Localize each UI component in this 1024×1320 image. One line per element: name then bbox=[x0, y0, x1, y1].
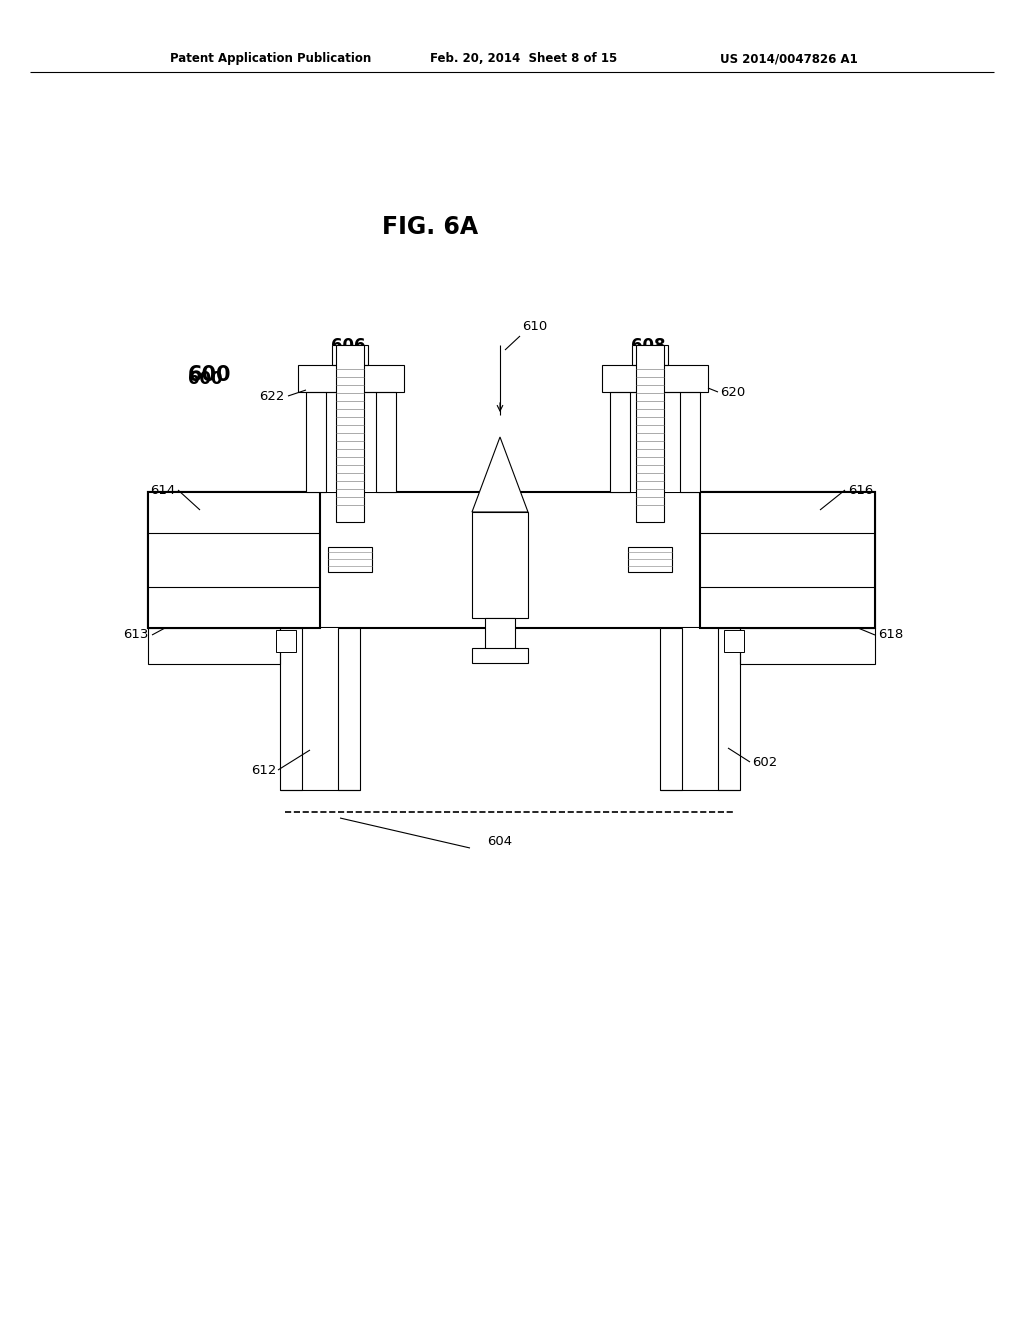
Bar bbox=[660, 628, 682, 789]
Bar bbox=[148, 492, 319, 628]
Polygon shape bbox=[472, 437, 528, 512]
Bar bbox=[718, 628, 740, 789]
Text: 610: 610 bbox=[522, 319, 547, 333]
Bar bbox=[338, 628, 360, 789]
Bar bbox=[148, 492, 319, 628]
Bar bbox=[338, 628, 360, 789]
Bar bbox=[338, 628, 360, 789]
Bar bbox=[326, 392, 376, 492]
Bar bbox=[628, 546, 672, 572]
Bar bbox=[276, 630, 296, 652]
Bar bbox=[472, 648, 528, 663]
Bar bbox=[332, 345, 368, 366]
Bar bbox=[610, 392, 630, 492]
Bar bbox=[602, 366, 708, 392]
Bar bbox=[630, 392, 680, 492]
Text: FIG. 6A: FIG. 6A bbox=[382, 215, 478, 239]
Bar bbox=[298, 366, 404, 392]
Bar bbox=[660, 628, 682, 789]
Bar bbox=[660, 628, 682, 789]
Bar bbox=[306, 392, 326, 492]
Bar bbox=[148, 492, 319, 628]
Bar bbox=[632, 345, 668, 366]
Bar bbox=[280, 628, 302, 789]
Bar bbox=[148, 628, 280, 664]
Text: US 2014/0047826 A1: US 2014/0047826 A1 bbox=[720, 51, 858, 65]
Bar bbox=[376, 392, 396, 492]
Bar bbox=[682, 628, 718, 789]
Bar bbox=[306, 392, 326, 492]
Bar bbox=[700, 492, 874, 628]
Bar bbox=[680, 392, 700, 492]
Bar bbox=[298, 366, 404, 392]
Bar bbox=[740, 628, 874, 664]
Bar bbox=[332, 345, 368, 366]
Bar bbox=[740, 628, 874, 664]
Bar bbox=[636, 345, 664, 521]
Bar bbox=[610, 392, 630, 492]
Bar bbox=[472, 512, 528, 618]
Text: 608: 608 bbox=[631, 337, 666, 355]
Text: 622: 622 bbox=[260, 389, 285, 403]
Bar bbox=[724, 630, 744, 652]
Bar bbox=[148, 628, 280, 664]
Bar bbox=[376, 392, 396, 492]
Bar bbox=[336, 345, 364, 521]
Bar bbox=[680, 392, 700, 492]
Bar bbox=[632, 345, 668, 366]
Bar bbox=[280, 628, 302, 789]
Bar bbox=[328, 546, 372, 572]
Bar bbox=[298, 366, 404, 392]
Bar bbox=[306, 392, 326, 492]
Text: 614: 614 bbox=[150, 483, 175, 496]
Bar bbox=[302, 628, 338, 789]
Bar bbox=[610, 392, 630, 492]
Bar bbox=[602, 366, 708, 392]
Bar bbox=[700, 492, 874, 628]
Bar bbox=[680, 392, 700, 492]
Bar bbox=[280, 628, 302, 789]
Bar bbox=[740, 628, 874, 664]
Bar bbox=[332, 345, 368, 366]
Bar bbox=[148, 492, 874, 628]
Text: 613: 613 bbox=[123, 628, 148, 642]
Bar bbox=[632, 345, 668, 366]
Text: 620: 620 bbox=[720, 385, 745, 399]
Bar bbox=[485, 618, 515, 653]
Text: 612: 612 bbox=[251, 763, 276, 776]
Bar bbox=[718, 628, 740, 789]
Text: 600: 600 bbox=[188, 366, 231, 385]
Bar bbox=[718, 628, 740, 789]
Bar bbox=[602, 366, 708, 392]
Bar bbox=[700, 492, 874, 628]
Text: 604: 604 bbox=[487, 836, 513, 847]
Bar bbox=[148, 628, 280, 664]
Text: 616: 616 bbox=[848, 483, 873, 496]
Text: 618: 618 bbox=[878, 628, 903, 642]
Text: 606: 606 bbox=[331, 337, 366, 355]
Text: 602: 602 bbox=[752, 755, 777, 768]
Text: Feb. 20, 2014  Sheet 8 of 15: Feb. 20, 2014 Sheet 8 of 15 bbox=[430, 51, 617, 65]
Bar bbox=[376, 392, 396, 492]
Text: 600: 600 bbox=[188, 370, 222, 388]
Text: Patent Application Publication: Patent Application Publication bbox=[170, 51, 372, 65]
